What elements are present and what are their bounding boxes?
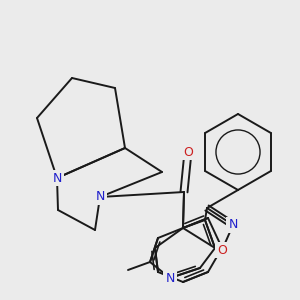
Text: N: N [95, 190, 105, 203]
Text: O: O [183, 146, 193, 158]
Text: N: N [228, 218, 238, 232]
Text: N: N [165, 272, 175, 284]
Text: O: O [217, 244, 227, 256]
Text: N: N [52, 172, 62, 184]
